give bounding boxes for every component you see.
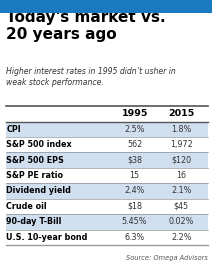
Bar	[6, 183, 208, 199]
Text: $18: $18	[127, 202, 142, 211]
Text: S&P PE ratio: S&P PE ratio	[6, 171, 63, 180]
Bar	[6, 214, 208, 230]
Text: Crude oil: Crude oil	[6, 202, 47, 211]
Text: 2.1%: 2.1%	[171, 187, 191, 195]
Text: 562: 562	[127, 140, 142, 149]
Text: 2015: 2015	[168, 109, 194, 118]
Text: $120: $120	[171, 156, 191, 165]
Bar	[6, 152, 208, 168]
Text: 1,972: 1,972	[170, 140, 193, 149]
Bar	[6, 122, 208, 137]
Text: 1995: 1995	[121, 109, 148, 118]
Text: S&P 500 index: S&P 500 index	[6, 140, 72, 149]
Text: Source: Omega Advisors: Source: Omega Advisors	[126, 255, 208, 261]
Text: U.S. 10-year bond: U.S. 10-year bond	[6, 233, 88, 242]
Text: 1.8%: 1.8%	[171, 125, 191, 134]
Text: 16: 16	[176, 171, 186, 180]
Text: $38: $38	[127, 156, 142, 165]
Text: 0.02%: 0.02%	[169, 217, 194, 226]
Text: Dividend yield: Dividend yield	[6, 187, 71, 195]
Text: Higher interest rates in 1995 didn’t usher in
weak stock performance.: Higher interest rates in 1995 didn’t ush…	[6, 67, 176, 87]
Text: CPI: CPI	[6, 125, 21, 134]
Text: Today's market vs.
20 years ago: Today's market vs. 20 years ago	[6, 10, 166, 42]
Text: 2.4%: 2.4%	[124, 187, 145, 195]
Text: 6.3%: 6.3%	[124, 233, 145, 242]
Bar	[0, 0, 212, 13]
Text: 5.45%: 5.45%	[122, 217, 147, 226]
Text: S&P 500 EPS: S&P 500 EPS	[6, 156, 64, 165]
Text: $45: $45	[174, 202, 189, 211]
Text: 90-day T-Bill: 90-day T-Bill	[6, 217, 62, 226]
Text: 15: 15	[130, 171, 140, 180]
Text: 2.2%: 2.2%	[171, 233, 191, 242]
Text: 2.5%: 2.5%	[124, 125, 145, 134]
